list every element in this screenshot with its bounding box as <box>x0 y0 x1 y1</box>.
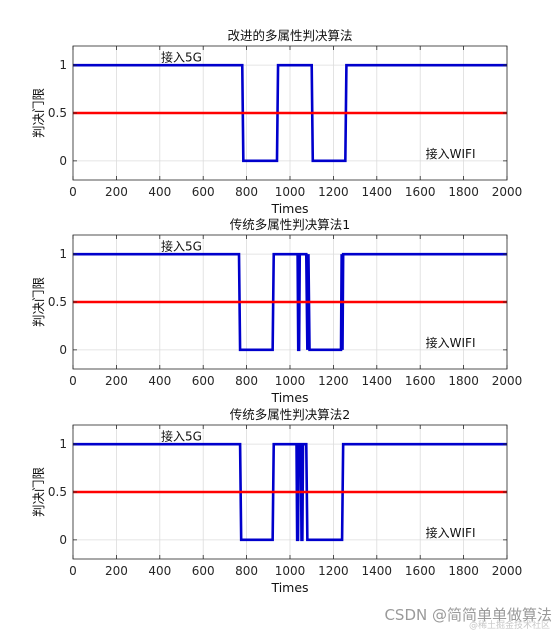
x-tick-label: 1800 <box>448 374 479 388</box>
y-tick-label: 0 <box>59 343 67 357</box>
subplot-1: 0 200 400 600 800 1000 1200 1400 1600 1800 2000 0 0.… <box>31 28 522 216</box>
y-tick-label: 1 <box>59 437 67 451</box>
x-tick-label: 1600 <box>405 185 436 199</box>
x-tick-label: 2000 <box>492 374 523 388</box>
annotation-label: 接入5G <box>161 428 202 443</box>
x-tick-label: 400 <box>148 374 171 388</box>
x-tick-label: 800 <box>235 185 258 199</box>
x-tick-label: 400 <box>148 185 171 199</box>
x-axis-label: Times <box>270 390 308 405</box>
y-tick-label: 1 <box>59 247 67 261</box>
x-tick-label: 1600 <box>405 564 436 578</box>
watermark-sub: @稀土掘金技术社区 <box>468 621 550 631</box>
x-tick-label: 600 <box>192 185 215 199</box>
y-tick-label: 0.5 <box>48 106 67 120</box>
x-tick-label: 1400 <box>362 374 393 388</box>
x-tick-label: 0 <box>69 564 77 578</box>
chart-title: 传统多属性判决算法1 <box>230 217 350 232</box>
y-axis-label: 判决门限 <box>31 467 46 518</box>
x-tick-label: 1000 <box>275 374 306 388</box>
subplot-3: 0 200 400 600 800 1000 1200 1400 1600 1800 2000 0 0.… <box>31 407 522 595</box>
y-axis-label: 判决门限 <box>31 88 46 139</box>
y-axis-label: 判决门限 <box>31 277 46 328</box>
x-tick-label: 800 <box>235 374 258 388</box>
x-tick-label: 1000 <box>275 564 306 578</box>
x-tick-label: 1400 <box>362 564 393 578</box>
watermark: CSDN @简简单单做算法 <box>384 606 552 624</box>
x-tick-label: 1200 <box>318 185 349 199</box>
y-tick-label: 1 <box>59 58 67 72</box>
annotation-label: 接入WIFI <box>426 335 476 350</box>
x-tick-label: 1200 <box>318 564 349 578</box>
y-tick-label: 0 <box>59 533 67 547</box>
y-tick-label: 0 <box>59 154 67 168</box>
series-line-1 <box>73 442 507 542</box>
x-tick-label: 800 <box>235 564 258 578</box>
x-axis-label: Times <box>270 201 308 216</box>
x-tick-label: 1800 <box>448 185 479 199</box>
x-tick-label: 1200 <box>318 374 349 388</box>
x-tick-label: 1800 <box>448 564 479 578</box>
x-tick-label: 200 <box>105 185 128 199</box>
x-tick-label: 2000 <box>492 185 523 199</box>
x-tick-label: 0 <box>69 185 77 199</box>
x-tick-label: 2000 <box>492 564 523 578</box>
annotation-label: 接入5G <box>161 49 202 64</box>
chart-title: 传统多属性判决算法2 <box>230 407 350 422</box>
x-tick-label: 400 <box>148 564 171 578</box>
x-tick-label: 200 <box>105 374 128 388</box>
x-tick-label: 1000 <box>275 185 306 199</box>
annotation-label: 接入WIFI <box>426 525 476 540</box>
chart-title: 改进的多属性判决算法 <box>227 28 352 43</box>
subplot-2: 0 200 400 600 800 1000 1200 1400 1600 1800 2000 0 0.… <box>31 217 522 405</box>
x-tick-label: 600 <box>192 374 215 388</box>
x-tick-label: 600 <box>192 564 215 578</box>
annotation-label: 接入WIFI <box>426 146 476 161</box>
x-tick-label: 200 <box>105 564 128 578</box>
x-tick-label: 1400 <box>362 185 393 199</box>
series-line-1 <box>73 252 507 352</box>
annotation-label: 接入5G <box>161 238 202 253</box>
x-tick-label: 0 <box>69 374 77 388</box>
y-tick-label: 0.5 <box>48 295 67 309</box>
y-tick-label: 0.5 <box>48 485 67 499</box>
x-tick-label: 1600 <box>405 374 436 388</box>
x-axis-label: Times <box>270 580 308 595</box>
